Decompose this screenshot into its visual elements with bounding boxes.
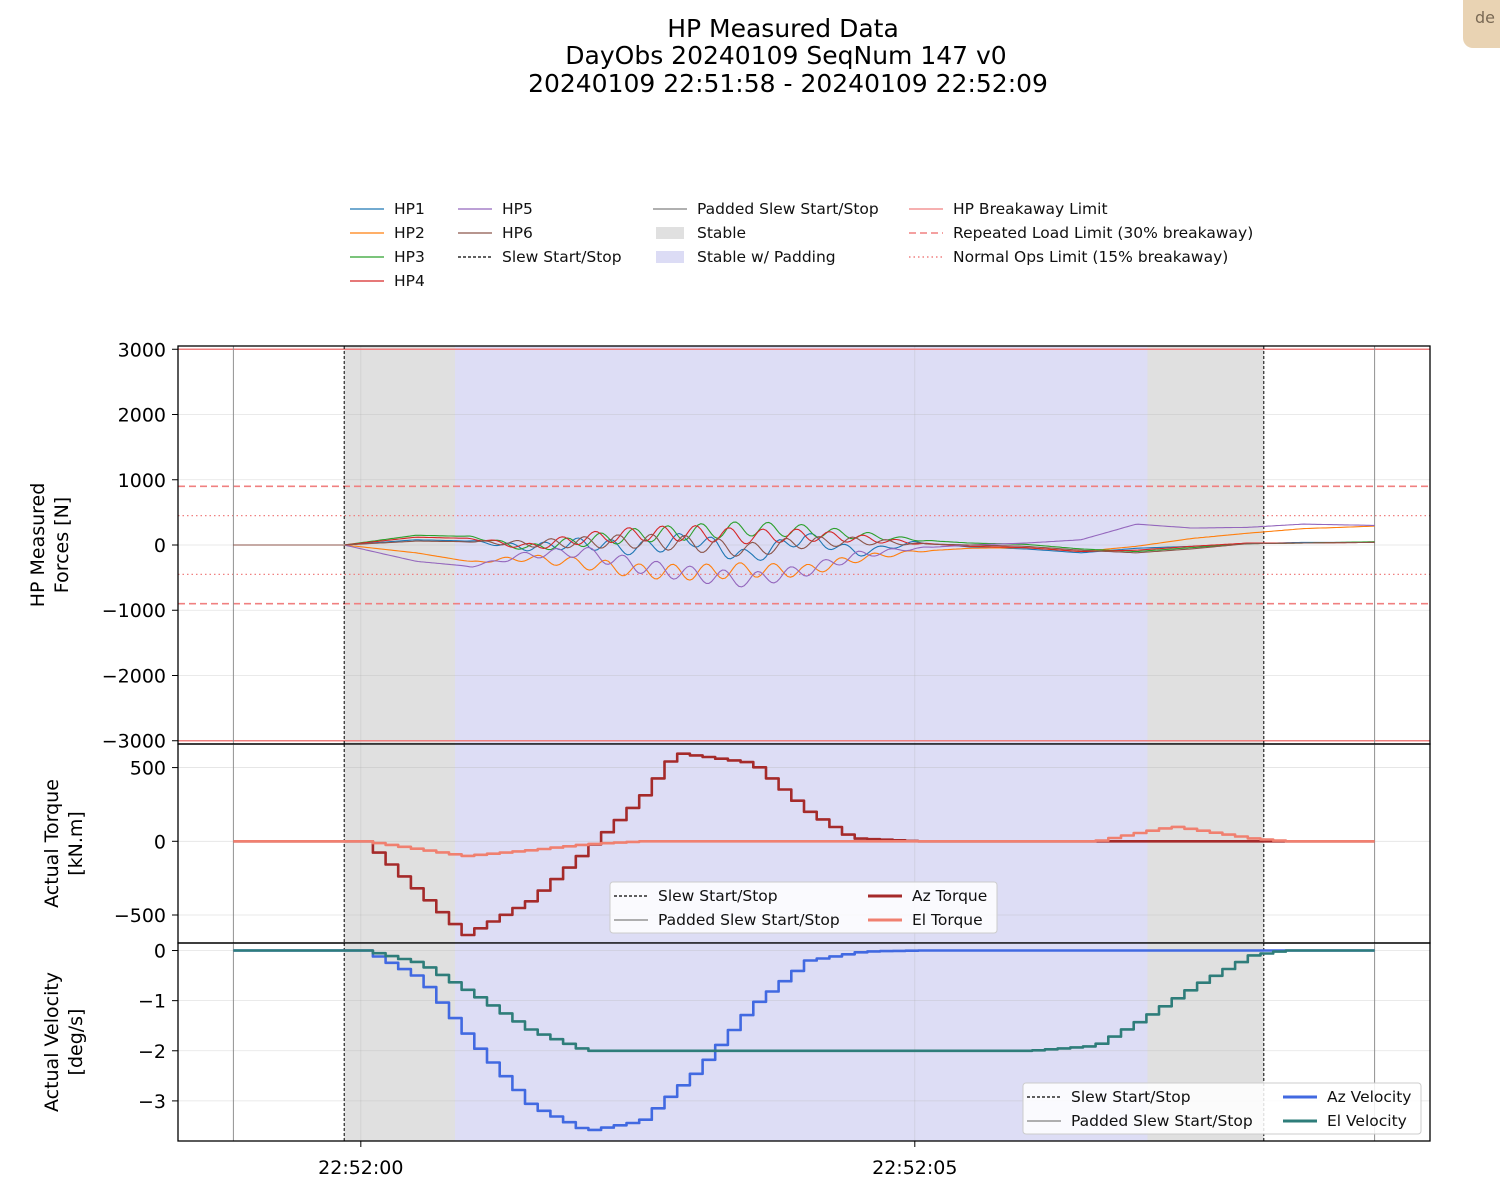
legend-label: Repeated Load Limit (30% breakaway) — [953, 224, 1253, 242]
y-tick-label: 0 — [154, 941, 166, 963]
title-line-2: DayObs 20240109 SeqNum 147 v0 — [565, 41, 1006, 70]
series-el-velocity — [233, 949, 1375, 1053]
y-axis-label-forces: HP Measured Forces [N] — [27, 483, 73, 608]
legend-label: El Velocity — [1327, 1112, 1407, 1130]
y-tick-label: 500 — [130, 758, 166, 780]
legend-label: HP5 — [502, 200, 533, 218]
y-axis-label-torque: Actual Torque [kN.m] — [41, 779, 87, 908]
legend-label: HP6 — [502, 224, 533, 242]
legend-label: Az Velocity — [1327, 1088, 1411, 1106]
legend-label: Az Torque — [912, 887, 987, 905]
legend-torque: Slew Start/Stop Padded Slew Start/Stop Az … — [609, 881, 998, 934]
legend-label: HP2 — [394, 224, 425, 242]
legend-label: Padded Slew Start/Stop — [697, 200, 879, 218]
legend-label: HP Breakaway Limit — [953, 200, 1108, 218]
axes-frame-velocity — [177, 942, 1431, 1142]
y-tick-label: −2 — [138, 1041, 166, 1063]
legend-label: HP3 — [394, 248, 425, 266]
legend-label: Stable w/ Padding — [697, 248, 836, 266]
y-tick-label: 0 — [154, 831, 166, 853]
series-hp6 — [233, 533, 1375, 557]
x-tick-label: 22:52:05 — [872, 1157, 957, 1179]
chart-panels: 3000 2000 1000 0 −1000 −2000 −3000 HP Measured F… — [27, 339, 1431, 1179]
y-tick-label: 0 — [154, 535, 166, 557]
legend-label: El Torque — [912, 911, 983, 929]
y-tick-label: −3 — [138, 1091, 166, 1113]
legend-label: Slew Start/Stop — [1071, 1088, 1191, 1106]
legend-label: Normal Ops Limit (15% breakaway) — [953, 248, 1228, 266]
legend-velocity: Slew Start/Stop Padded Slew Start/Stop Az … — [1022, 1082, 1422, 1135]
title-line-3: 20240109 22:51:58 - 20240109 22:52:09 — [528, 69, 1048, 98]
series-hp3 — [233, 521, 1375, 553]
y-tick-label: −2000 — [102, 665, 166, 687]
figure-title: HP Measured Data DayObs 20240109 SeqNum … — [528, 14, 1048, 98]
y-tick-label: 3000 — [118, 339, 166, 361]
legend-label: Stable — [697, 224, 746, 242]
legend-label: Slew Start/Stop — [658, 887, 778, 905]
y-tick-label: 1000 — [118, 470, 166, 492]
title-line-1: HP Measured Data — [667, 14, 899, 43]
legend-label: HP1 — [394, 200, 425, 218]
series-hp4 — [233, 525, 1375, 553]
series-hp2 — [233, 525, 1375, 581]
y-tick-label: −1 — [138, 991, 166, 1013]
y-tick-label: −1000 — [102, 600, 166, 622]
series-az-velocity — [233, 949, 1375, 1132]
legend-label: Padded Slew Start/Stop — [1071, 1112, 1253, 1130]
panel-forces: 3000 2000 1000 0 −1000 −2000 −3000 HP Measured F… — [27, 339, 1431, 753]
legend-box — [1022, 1082, 1422, 1135]
series-el-torque — [233, 825, 1375, 858]
plot-area-forces — [178, 346, 1430, 744]
y-tick-label: 2000 — [118, 405, 166, 427]
legend-swatch — [656, 227, 684, 239]
legend-swatch — [656, 251, 684, 263]
main-legend: HP1 HP2 HP3 HP4 HP5 HP6 Slew Start/Stop Padded … — [350, 200, 1253, 290]
legend-label: Padded Slew Start/Stop — [658, 911, 840, 929]
legend-label: Slew Start/Stop — [502, 248, 622, 266]
y-tick-label: −3000 — [102, 731, 166, 753]
legend-label: HP4 — [394, 272, 425, 290]
y-tick-label: −500 — [114, 905, 166, 927]
corner-tab[interactable]: de — [1463, 0, 1500, 48]
series-hp5 — [233, 523, 1375, 588]
y-axis-label-velocity: Actual Velocity [deg/s] — [41, 972, 87, 1112]
x-tick-label: 22:52:00 — [318, 1157, 403, 1179]
corner-tab-label: de — [1475, 8, 1495, 27]
